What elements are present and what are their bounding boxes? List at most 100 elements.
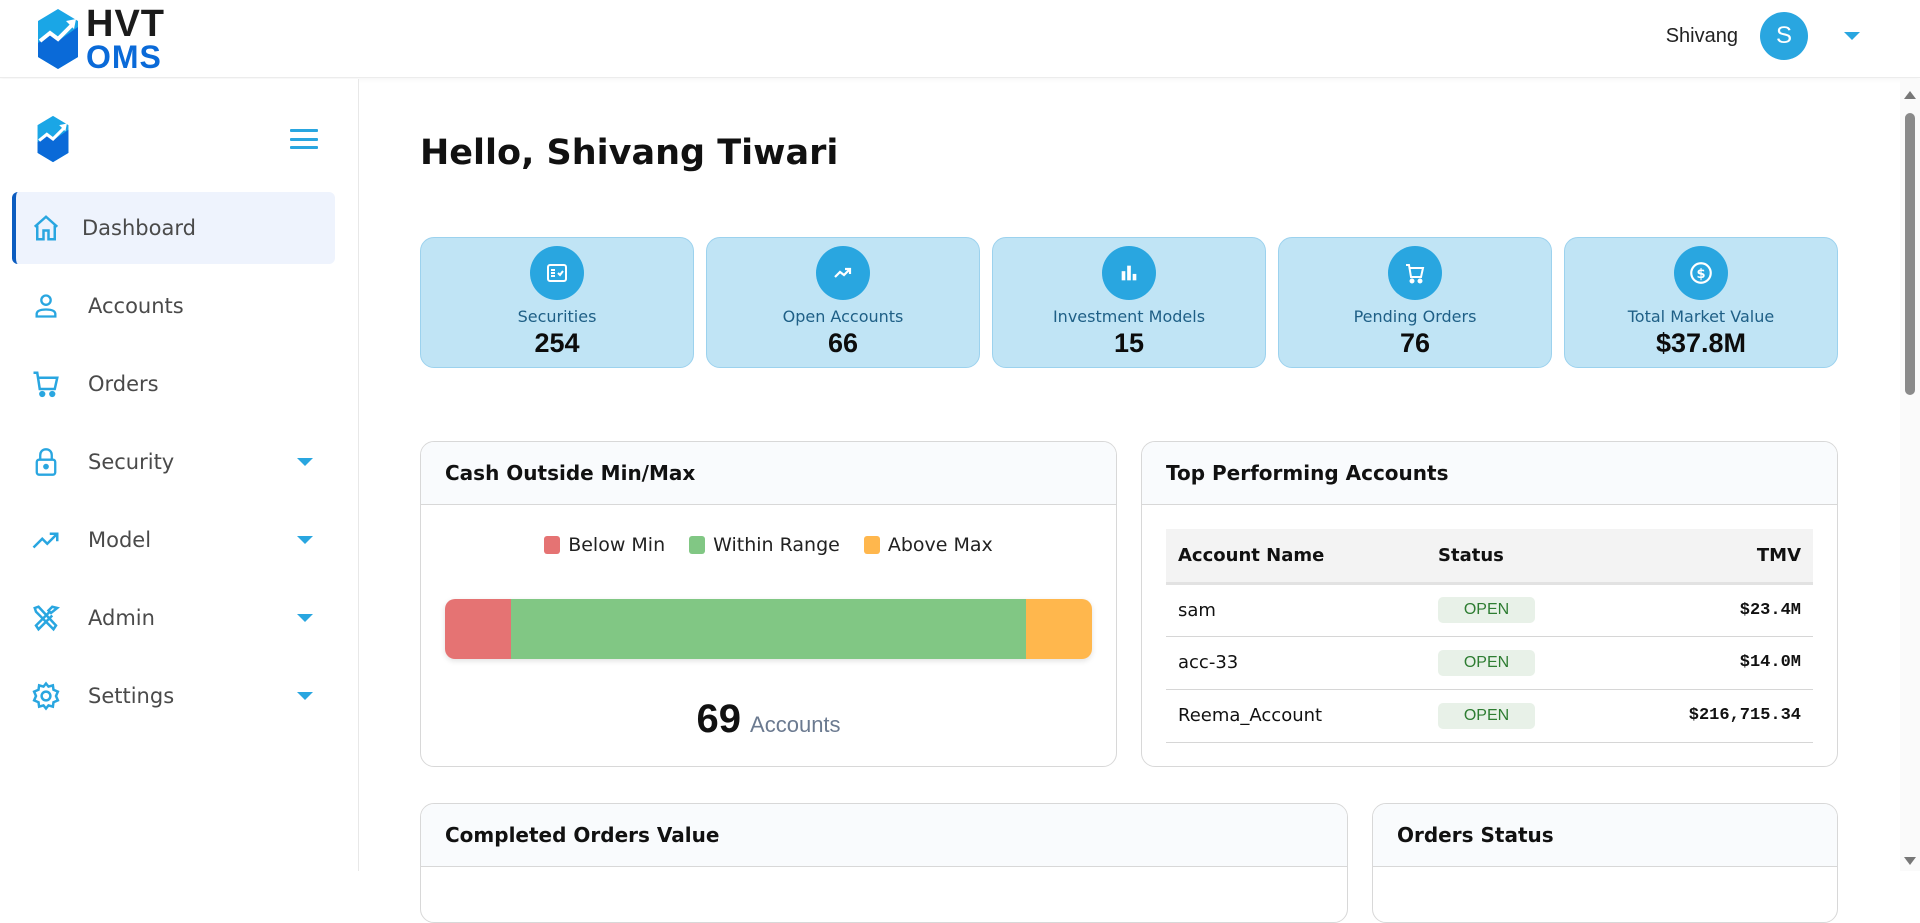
- stat-label: Securities: [517, 307, 597, 326]
- tmv-value: $23.4M: [1606, 583, 1813, 637]
- checklist-icon: [530, 246, 584, 300]
- legend-item-below-min[interactable]: Below Min: [544, 534, 665, 556]
- bar-segment-above-max[interactable]: [1026, 599, 1092, 659]
- account-name: Reema_Account: [1166, 689, 1426, 743]
- account-name: acc-33: [1166, 636, 1426, 690]
- stat-label: Open Accounts: [782, 307, 904, 326]
- avatar[interactable]: S: [1760, 12, 1808, 60]
- legend-label: Below Min: [568, 534, 666, 556]
- hamburger-icon[interactable]: [290, 129, 318, 149]
- user-menu[interactable]: Shivang S: [1666, 12, 1860, 60]
- sidebar-item-model[interactable]: Model: [12, 504, 335, 576]
- stat-label: Investment Models: [1052, 307, 1206, 326]
- legend-swatch: [544, 536, 561, 554]
- stat-value: $37.8M: [1655, 328, 1747, 358]
- sidebar-item-label: Settings: [88, 684, 175, 708]
- cart-icon: [1388, 246, 1442, 300]
- total-accounts: 69 Accounts: [421, 697, 1116, 742]
- user-name: Shivang: [1665, 24, 1738, 47]
- account-name: sam: [1166, 583, 1426, 637]
- legend-label: Within Range: [713, 534, 840, 556]
- stat-card-total-market-value[interactable]: $ Total Market Value $37.8M: [1564, 237, 1838, 368]
- home-icon: [30, 212, 62, 244]
- brand-name: HVT: [86, 3, 165, 45]
- stat-card-pending-orders[interactable]: Pending Orders 76: [1278, 237, 1552, 368]
- column-header-tmv[interactable]: TMV: [1606, 529, 1813, 585]
- caret-down-icon[interactable]: [1844, 32, 1860, 40]
- stat-value: 76: [1399, 328, 1431, 358]
- panel-title: Top Performing Accounts: [1142, 442, 1837, 505]
- panel-title: Orders Status: [1373, 804, 1837, 867]
- scroll-thumb[interactable]: [1905, 113, 1915, 395]
- sidebar-item-label: Admin: [88, 606, 155, 630]
- brand[interactable]: HVT OMS: [36, 5, 165, 73]
- sidebar-item-settings[interactable]: Settings: [12, 660, 335, 732]
- sidebar-nav: Dashboard Accounts Orders Security Mo: [12, 192, 335, 738]
- hexagon-chart-logo[interactable]: [36, 114, 70, 164]
- stats-row: Securities 254 Open Accounts 66 Investme…: [420, 237, 1838, 368]
- sidebar-item-label: Accounts: [88, 294, 184, 318]
- orders-status-panel: Orders Status: [1372, 803, 1838, 923]
- total-label: Accounts: [750, 712, 841, 737]
- lock-icon: [30, 446, 62, 478]
- bar-segment-within-range[interactable]: [510, 599, 1027, 659]
- trending-up-icon: [816, 246, 870, 300]
- scroll-up-arrow-icon[interactable]: [1904, 91, 1916, 99]
- sidebar-item-accounts[interactable]: Accounts: [12, 270, 335, 342]
- tools-icon: [30, 602, 62, 634]
- chevron-down-icon[interactable]: [297, 614, 313, 622]
- status-badge: OPEN: [1438, 702, 1535, 729]
- legend-item-within-range[interactable]: Within Range: [689, 534, 840, 556]
- chart-legend: Below Min Within Range Above Max: [421, 534, 1116, 556]
- bar-segment-below-min[interactable]: [445, 599, 511, 659]
- stat-card-investment-models[interactable]: Investment Models 15: [992, 237, 1266, 368]
- stat-card-securities[interactable]: Securities 254: [420, 237, 694, 368]
- sidebar-item-label: Dashboard: [82, 216, 196, 240]
- avatar-initial: S: [1775, 22, 1792, 49]
- sidebar-item-label: Orders: [88, 372, 159, 396]
- sidebar: Dashboard Accounts Orders Security Mo: [0, 79, 359, 871]
- stacked-bar-chart: [445, 599, 1092, 659]
- top-accounts-panel: Top Performing Accounts Account Name Sta…: [1141, 441, 1838, 767]
- legend-item-above-max[interactable]: Above Max: [863, 534, 993, 556]
- table-row[interactable]: acc-33 OPEN $14.0M: [1166, 636, 1813, 690]
- gear-icon: [30, 680, 62, 712]
- dollar-circle-icon: $: [1674, 246, 1728, 300]
- total-value: 69: [696, 697, 741, 741]
- stat-value: 15: [1113, 328, 1145, 358]
- sidebar-item-label: Security: [88, 450, 175, 474]
- table-header-row: Account Name Status TMV: [1166, 529, 1813, 585]
- tmv-value: $14.0M: [1606, 636, 1813, 690]
- sidebar-item-security[interactable]: Security: [12, 426, 335, 498]
- status-badge: OPEN: [1438, 649, 1535, 676]
- page-title: Hello, Shivang Tiwari: [420, 133, 839, 173]
- column-header-status[interactable]: Status: [1426, 529, 1606, 585]
- svg-text:$: $: [1696, 267, 1705, 282]
- chevron-down-icon[interactable]: [297, 458, 313, 466]
- chevron-down-icon[interactable]: [297, 692, 313, 700]
- sidebar-item-admin[interactable]: Admin: [12, 582, 335, 654]
- tmv-value: $216,715.34: [1606, 689, 1813, 743]
- trending-up-icon: [30, 524, 62, 556]
- stat-card-open-accounts[interactable]: Open Accounts 66: [706, 237, 980, 368]
- hexagon-chart-logo: [38, 9, 78, 69]
- chevron-down-icon[interactable]: [297, 536, 313, 544]
- vertical-scrollbar[interactable]: [1900, 79, 1920, 871]
- stat-value: 66: [827, 328, 859, 358]
- sidebar-item-orders[interactable]: Orders: [12, 348, 335, 420]
- stat-label: Total Market Value: [1627, 307, 1775, 326]
- top-accounts-table: Account Name Status TMV sam OPEN $23.4M …: [1166, 529, 1813, 743]
- stat-value: 254: [534, 328, 580, 358]
- column-header-account-name[interactable]: Account Name: [1166, 529, 1426, 585]
- scroll-down-arrow-icon[interactable]: [1904, 857, 1916, 865]
- status-badge: OPEN: [1438, 597, 1535, 623]
- sidebar-item-label: Model: [88, 528, 152, 552]
- brand-subtitle: OMS: [86, 39, 162, 75]
- cash-outside-panel: Cash Outside Min/Max Below Min Within Ra…: [420, 441, 1117, 767]
- table-row[interactable]: Reema_Account OPEN $216,715.34: [1166, 689, 1813, 743]
- panel-title: Cash Outside Min/Max: [421, 442, 1116, 505]
- sidebar-item-dashboard[interactable]: Dashboard: [12, 192, 335, 264]
- user-icon: [30, 290, 62, 322]
- table-row[interactable]: sam OPEN $23.4M: [1166, 583, 1813, 637]
- stat-label: Pending Orders: [1353, 307, 1477, 326]
